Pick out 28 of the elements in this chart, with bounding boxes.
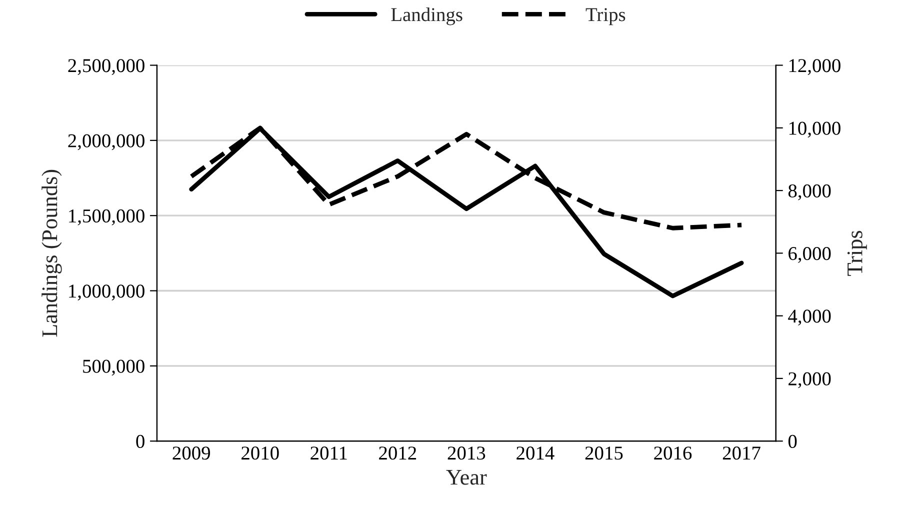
y2-tick-label: 8,000 — [788, 184, 831, 200]
legend-label: Landings — [391, 8, 462, 26]
x-tick-label: 2015 — [585, 446, 623, 460]
y2-tick-label: 0 — [788, 434, 797, 448]
y-tick-label: 1,000,000 — [69, 284, 144, 300]
y-tick-label: 500,000 — [83, 360, 144, 376]
y2-axis-title: Trips — [847, 230, 867, 276]
y-axis-title: Landings (Pounds) — [42, 170, 62, 337]
x-tick-label: 2012 — [379, 446, 416, 460]
y-tick-label: 1,500,000 — [69, 209, 144, 226]
y2-tick-label: 10,000 — [789, 122, 840, 138]
y2-tick-label: 12,000 — [789, 59, 840, 75]
line-series — [189, 126, 744, 298]
y2-tick-label: 6,000 — [788, 246, 831, 263]
y2-tick-label: 2,000 — [788, 372, 831, 388]
x-axis-title: Year — [446, 470, 487, 485]
y-tick-label: 2,500,000 — [68, 59, 144, 75]
x-tick-label: 2017 — [722, 446, 760, 460]
x-tick-label: 2011 — [310, 446, 347, 460]
x-tick-label: 2010 — [242, 446, 279, 460]
y2-tick-label: 4,000 — [788, 310, 831, 326]
y-tick-label: 2,000,000 — [68, 134, 144, 150]
x-tick-label: 2009 — [172, 446, 210, 460]
y-tick-label: 0 — [136, 434, 144, 448]
x-tick-label: 2014 — [516, 446, 554, 460]
x-tick-label: 2013 — [448, 446, 486, 460]
x-tick-label: 2016 — [654, 446, 692, 460]
legend-label: Trips — [586, 8, 626, 26]
